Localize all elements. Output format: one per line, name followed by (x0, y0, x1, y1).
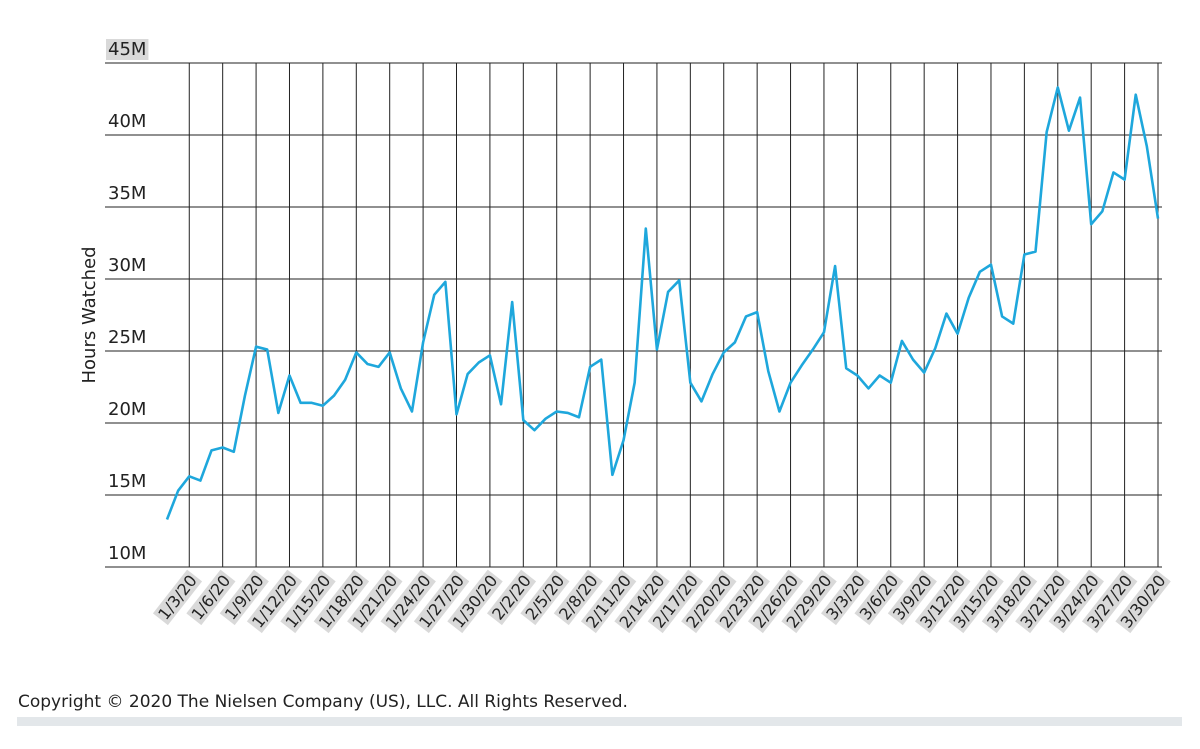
y-tick-label: 20M (108, 399, 146, 420)
y-tick-label: 25M (108, 327, 146, 348)
tick-highlight (106, 39, 149, 60)
x-tick-bg (520, 569, 570, 626)
x-tick-bg (553, 569, 603, 626)
x-tick-bg (747, 569, 804, 634)
x-tick-bg (447, 569, 503, 634)
x-tick-bg (948, 569, 1004, 634)
x-tick-bg (280, 569, 336, 634)
x-tick-bg (413, 569, 470, 634)
y-tick-label: 10M (108, 543, 146, 564)
footer-bar (17, 717, 1182, 726)
x-tick-bg (914, 569, 971, 634)
x-tick-bg (380, 569, 436, 634)
y-tick-label: 40M (108, 111, 146, 132)
x-tick-bg (1015, 569, 1071, 634)
x-tick-bg (1081, 569, 1138, 634)
x-tick-bg (647, 569, 704, 634)
y-axis-label: Hours Watched (79, 247, 100, 384)
line (165, 86, 1160, 520)
x-tick-bg (152, 569, 203, 626)
x-tick-bg (887, 569, 937, 626)
x-tick-bg (1048, 569, 1104, 634)
copyright: Copyright © 2020 The Nielsen Company (US… (18, 692, 628, 712)
x-tick-bg (186, 569, 236, 626)
x-tick-bg (313, 569, 370, 634)
x-tick-bg (580, 569, 637, 634)
y-tick-label: 30M (108, 255, 146, 276)
x-tick-bg (1115, 569, 1171, 634)
y-tick-label: 15M (108, 471, 146, 492)
x-tick-bg (681, 569, 737, 634)
x-tick-bg (981, 569, 1038, 634)
y-tick-label: 35M (108, 183, 146, 204)
x-tick-bg (821, 569, 871, 626)
x-tick-bg (854, 569, 904, 626)
x-tick-bg (714, 569, 770, 634)
x-tick-bg (347, 569, 403, 634)
x-tick-bg (246, 569, 303, 634)
x-tick-bg (614, 569, 670, 634)
x-tick-bg (781, 569, 837, 634)
x-tick-bg (219, 569, 269, 626)
x-tick-bg (486, 569, 537, 626)
y-tick-label: 45M (108, 39, 146, 60)
